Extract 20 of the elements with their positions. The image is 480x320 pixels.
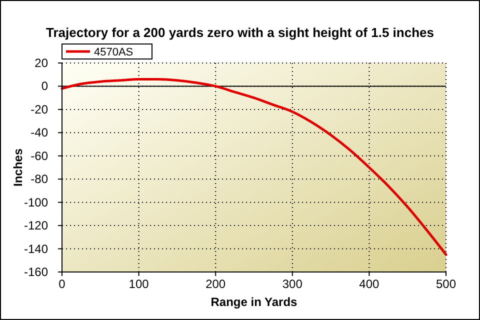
y-tick-label: -60 [30,148,48,163]
y-tick-label: 0 [41,79,48,94]
legend-label: 4570AS [94,46,134,58]
y-tick-label: 20 [34,56,48,70]
y-axis-title: Inches [11,148,25,187]
y-tick-label: -80 [30,172,48,186]
y-tick-label: -100 [24,195,48,210]
y-tick-label: -140 [24,242,48,256]
y-tick-label: -120 [24,218,48,233]
x-tick-label: 200 [206,277,226,291]
x-axis-title: Range in Yards [210,295,298,309]
y-tick-label: -20 [30,102,48,116]
x-tick-label: 0 [58,277,66,291]
x-tick-label: 100 [128,277,150,291]
y-tick-label: -40 [30,126,48,140]
chart-title: Trajectory for a 200 yards zero with a sight height of 1.5 inches [46,25,434,40]
y-tick-label: -160 [24,265,48,279]
x-tick-label: 300 [282,277,303,291]
x-tick-label: 400 [359,277,380,291]
x-tick-label: 500 [436,277,456,291]
